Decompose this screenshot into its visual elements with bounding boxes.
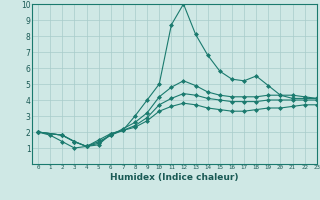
X-axis label: Humidex (Indice chaleur): Humidex (Indice chaleur) xyxy=(110,173,239,182)
